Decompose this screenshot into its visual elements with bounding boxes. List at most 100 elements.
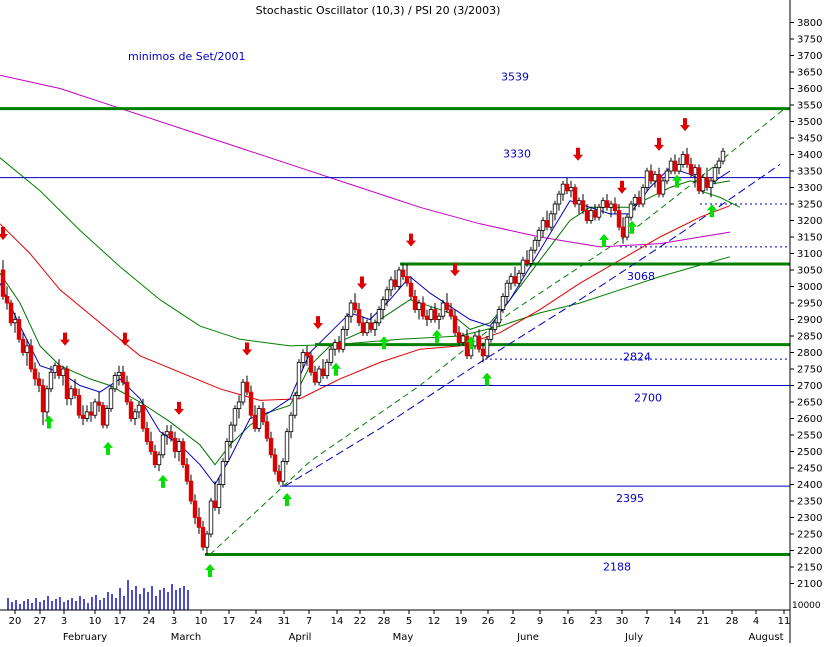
candle-body [52, 365, 58, 373]
candle-body [16, 319, 22, 340]
candle-body [300, 352, 306, 363]
volume-bar [159, 590, 161, 610]
candle-body [704, 177, 710, 188]
x-day-label: 22 [354, 616, 367, 627]
x-day-label: 28 [378, 616, 391, 627]
volume-bar [79, 596, 81, 610]
candle-body [504, 282, 510, 297]
candle-body [696, 167, 702, 192]
candle-body [476, 335, 482, 350]
candle-body [72, 388, 78, 396]
candle-body [184, 464, 190, 482]
level-label: 3330 [503, 148, 531, 161]
candle-body [44, 388, 50, 413]
candle-body [160, 434, 166, 456]
candle-body [680, 154, 686, 165]
x-day-label: 7 [644, 616, 650, 627]
level-label: 2188 [603, 560, 631, 573]
x-month-label: August [749, 632, 784, 643]
y-tick-label: 2900 [797, 315, 822, 326]
candle-body [172, 437, 178, 452]
buy-arrow [466, 336, 476, 350]
candle-body [260, 408, 266, 423]
candle-body [640, 187, 646, 205]
x-day-label: 26 [482, 616, 495, 627]
volume-bar [115, 598, 117, 610]
candle-body [376, 309, 382, 324]
volume-bar [51, 601, 53, 610]
volume-bar [103, 598, 105, 610]
candle-body [84, 411, 90, 419]
volume-bar [187, 590, 189, 610]
candle-body [452, 315, 458, 334]
volume-scale-label: 10000 [792, 601, 821, 611]
candle-body [32, 368, 38, 380]
candle-body [56, 365, 62, 377]
candle-body [480, 348, 486, 357]
x-month-label: July [624, 632, 643, 643]
axis-layer: 2100 2150 2200 2250 2300 2350 2400 2450 2500 2550… [0, 0, 822, 643]
candle-body [464, 335, 470, 357]
candle-body [720, 150, 726, 162]
volume-bar [151, 586, 153, 610]
candle-body [548, 213, 554, 228]
y-tick-label: 2700 [797, 381, 822, 392]
candle-body [116, 371, 122, 376]
candle-body [128, 401, 134, 419]
volume-layer [7, 580, 189, 610]
candle-body [588, 210, 594, 221]
candle-body [400, 269, 406, 277]
candle-body [320, 368, 326, 376]
candle-body [156, 454, 162, 466]
sell-arrow [0, 227, 8, 240]
y-tick-label: 3700 [797, 51, 822, 62]
volume-bar [63, 602, 65, 610]
candle-body [212, 500, 218, 508]
candle-body [488, 328, 494, 340]
candle-body [608, 203, 614, 208]
sell-arrow [617, 180, 627, 194]
sell-arrow [120, 332, 130, 346]
volume-bar [167, 592, 169, 610]
candle-body [224, 441, 230, 462]
candle-body [236, 401, 242, 409]
candle-body [200, 527, 206, 548]
candle-body [520, 259, 526, 274]
candle-body [136, 404, 142, 413]
volume-bar [155, 596, 157, 610]
chart-title: Stochastic Oscillator (10,3) / PSI 20 (3… [256, 4, 501, 17]
candle-body [644, 170, 650, 188]
volume-bar [35, 598, 37, 610]
volume-bar [163, 588, 165, 610]
x-day-label: 3 [61, 616, 67, 627]
y-tick-label: 3800 [797, 18, 822, 29]
candle-body [24, 345, 30, 353]
candle-body [684, 154, 690, 165]
volume-bar [111, 594, 113, 610]
x-day-label: 30 [616, 616, 629, 627]
x-day-label: 10 [89, 616, 102, 627]
y-tick-label: 2150 [797, 563, 822, 574]
candle-body [584, 210, 590, 221]
volume-bar [59, 597, 61, 610]
candle-body [48, 371, 54, 390]
x-month-label: March [171, 632, 201, 643]
candle-body [424, 315, 430, 320]
candle-body [388, 279, 394, 291]
candle-body [144, 427, 150, 442]
x-day-label: 28 [726, 616, 739, 627]
buy-arrow [331, 362, 341, 376]
sell-arrow [242, 342, 252, 356]
candle-body [28, 345, 34, 370]
buy-arrow [672, 174, 682, 188]
candle-body [496, 309, 502, 324]
candle-body [232, 408, 238, 426]
volume-bar [135, 586, 137, 610]
candle-body [404, 276, 410, 284]
candle-body [168, 431, 174, 439]
y-tick-label: 2650 [797, 398, 822, 409]
candle-body [88, 411, 94, 416]
signal-arrow-layer [0, 118, 717, 577]
